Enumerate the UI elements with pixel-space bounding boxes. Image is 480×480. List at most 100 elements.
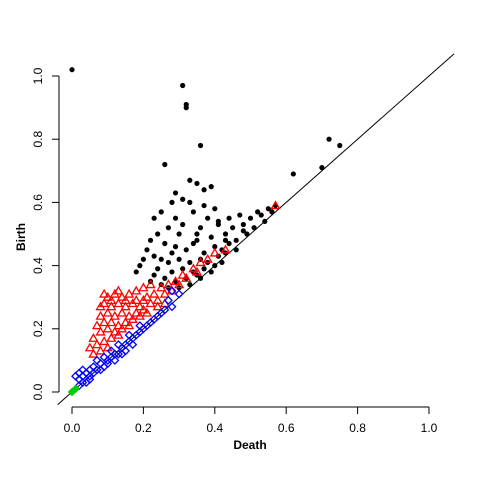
x-tick-label-2: 0.4 [206,421,223,435]
x-tick-label-5: 1.0 [421,421,438,435]
series-0-point-79 [197,275,204,281]
series-0-point-49 [233,237,239,243]
series-2-point-27 [167,286,177,296]
series-1-point-10 [123,288,135,298]
data-points [67,67,343,397]
series-0-point-45 [201,250,207,256]
series-0-point-67 [212,263,218,269]
series-2-point-33 [103,359,113,369]
series-0-point-37 [176,231,182,237]
series-0-point-8 [290,171,296,177]
series-1-point-32 [159,288,170,298]
series-1-point-29 [138,304,149,314]
series-2-point-34 [110,355,120,365]
series-1-point-16 [113,298,124,308]
series-0-point-50 [147,237,154,243]
series-1-point-7 [145,279,156,289]
series-2-point-37 [99,352,109,362]
series-1-point-23 [95,310,106,320]
series-1-point-5 [163,279,174,289]
series-0-point-73 [137,263,143,269]
series-1-point-0 [270,200,281,210]
series-1-point-65 [113,285,124,295]
series-0-point-88 [169,250,175,256]
series-2-point-49 [163,295,173,305]
series-2-point-48 [156,308,166,318]
series-3-point-1 [71,384,80,394]
x-tick-label-3: 0.6 [278,421,295,435]
series-1-point-44 [102,323,113,333]
series-0-point-15 [187,199,193,205]
series-0-point-28 [265,206,271,212]
series-1-point-60 [209,247,220,257]
series-1-point-6 [156,282,167,292]
series-1-point-69 [138,295,149,305]
series-1-point-41 [141,307,153,317]
series-0-point-94 [133,269,139,275]
series-0-point-44 [190,240,196,247]
series-1-point-35 [99,317,110,327]
series-0-point-80 [208,269,214,275]
series-0-point-92 [215,221,221,228]
series-0-point-54 [165,259,171,266]
series-1-point-9 [131,285,142,295]
series-2-point-28 [174,289,184,299]
series-0-point-41 [162,240,168,247]
series-0-point-83 [244,231,250,237]
x-ticks: 0.0 0.2 0.4 0.6 0.8 1.0 [64,407,438,435]
series-2-point-31 [88,368,98,378]
series-0-point-22 [180,221,186,228]
series-2-point-47 [149,314,159,324]
series-1-point-43 [95,326,106,336]
series-1-point-11 [116,291,128,301]
series-0-point-20 [158,209,164,215]
y-tick-label-4: 0.8 [31,131,45,148]
series-2-point-38 [106,346,116,356]
series-0-point-81 [219,259,225,266]
series-0-point-34 [240,228,246,234]
series-1-point-57 [181,272,192,282]
series-0-point-38 [165,225,171,231]
series-1-point-39 [127,314,138,323]
series-2-point-41 [135,321,145,331]
x-axis-title: Death [233,438,266,452]
series-0-point-18 [205,215,211,221]
series-1-point-36 [106,317,117,327]
series-0-point-52 [151,253,157,259]
series-0-point-68 [162,275,168,281]
series-0-point-87 [240,221,246,228]
series-0-point-5 [326,136,332,142]
y-tick-label-2: 0.4 [31,257,45,274]
y-tick-label-3: 0.6 [31,194,45,211]
series-2-point-44 [85,374,95,384]
series-1-point-52 [113,329,124,339]
series-1-point-45 [109,326,120,336]
series-0-point-86 [269,209,275,215]
series-1-point-58 [191,266,203,276]
series-1-point-22 [95,301,106,311]
series-0-point-43 [183,247,189,253]
series-0-point-33 [222,231,229,237]
series-1-point-15 [106,301,117,311]
series-1-point-67 [106,295,117,305]
series-1-point-20 [141,291,153,301]
series-0-point-89 [194,231,200,237]
series-0-point-21 [172,215,179,221]
series-0-point-17 [190,209,196,215]
series-0-point-26 [237,212,243,218]
series-0-point-72 [151,272,157,278]
series-0-point-3 [183,105,189,111]
series-2-point-39 [113,340,123,350]
y-tick-label-1: 0.2 [31,320,45,337]
series-1-point-2 [188,263,199,273]
series-0-point-42 [172,244,179,250]
series-1-point-50 [99,336,110,346]
series-1-point-34 [91,320,103,330]
series-0-point-1 [180,82,186,89]
series-0-point-64 [180,266,186,272]
series-1-point-1 [195,257,206,267]
series-0-point-27 [255,209,261,215]
series-1-point-49 [91,339,103,349]
series-0-point-55 [176,256,182,262]
series-1-point-26 [116,307,128,317]
